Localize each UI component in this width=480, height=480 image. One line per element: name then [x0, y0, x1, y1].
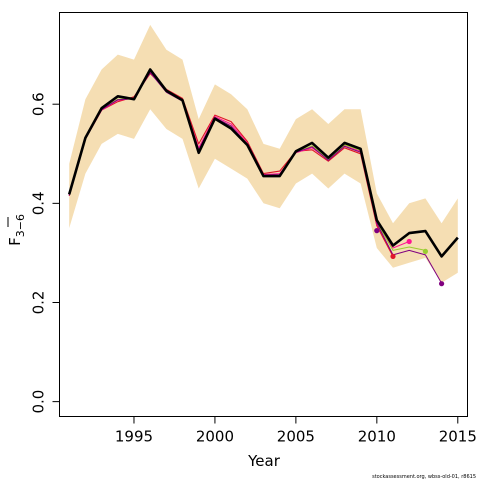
x-tick-label: 1995	[115, 428, 153, 446]
series-end-point	[390, 253, 396, 259]
x-tick-label: 2010	[358, 428, 396, 446]
points-layer	[374, 228, 445, 287]
series-end-point	[422, 248, 428, 254]
series-end-point	[406, 238, 412, 245]
y-tick-label: 0.2	[30, 291, 48, 315]
x-axis-title: Year	[247, 452, 281, 470]
y-axis-title-main: F	[6, 237, 24, 246]
x-tick-label: 2000	[196, 428, 234, 446]
series-end-point	[439, 281, 445, 287]
series-line-main	[67, 68, 459, 258]
x-tick-label: 2015	[439, 428, 477, 446]
series-end-point	[374, 228, 380, 234]
x-tick-label: 2005	[277, 428, 315, 446]
confidence-band-area	[69, 24, 458, 283]
plot-frame	[59, 12, 468, 417]
credit-note: stockassessment.org, wbss-old-01, r8615	[372, 474, 476, 480]
y-axis-title: F3−6	[6, 214, 27, 246]
confidence-band	[69, 24, 458, 283]
y-tick-label: 0.0	[30, 390, 48, 414]
y-tick-label: 0.6	[30, 92, 48, 116]
x-axis: 1995 2000 2005 2010 2015	[115, 416, 477, 446]
y-tick-label: 0.4	[30, 191, 48, 215]
y-axis-title-subscript: 3−6	[14, 214, 27, 237]
series-layer	[67, 68, 459, 284]
y-axis: 0.0 0.2 0.4 0.6	[30, 92, 60, 414]
svg-text:F3−6: F3−6	[6, 214, 27, 246]
